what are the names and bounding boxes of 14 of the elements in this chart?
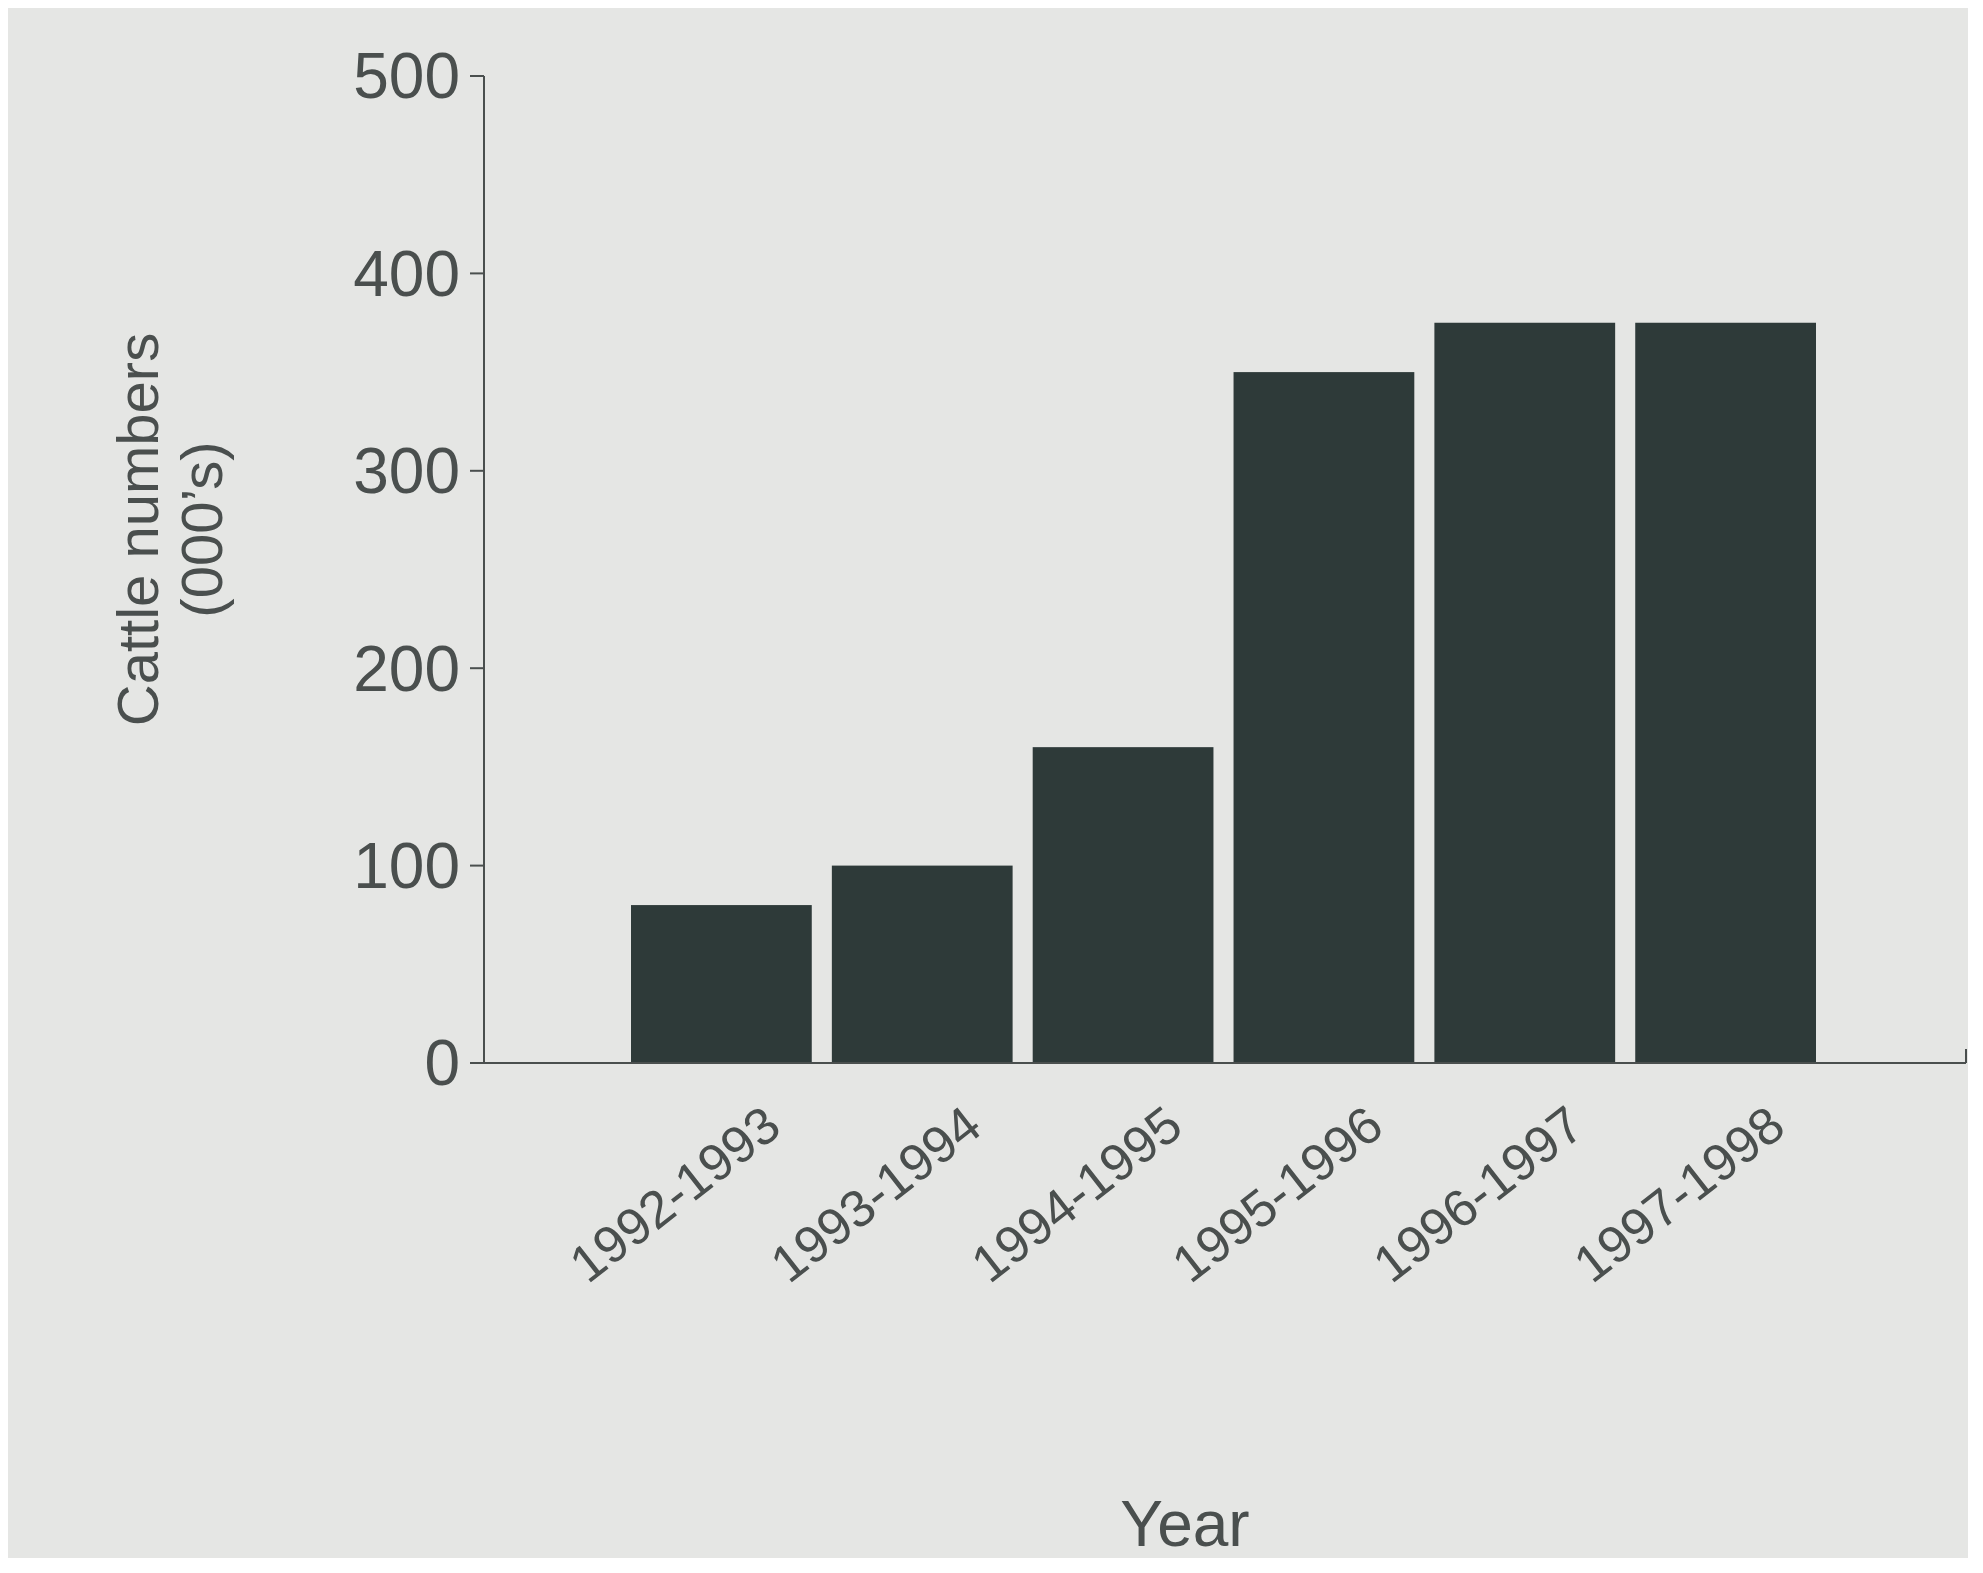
bar xyxy=(1233,372,1415,1063)
y-tick-label: 300 xyxy=(353,435,460,508)
bar xyxy=(1635,322,1816,1063)
bar xyxy=(831,865,1013,1063)
y-tick-label: 500 xyxy=(353,40,460,113)
x-axis-title: Year xyxy=(1120,1488,1250,1560)
bar xyxy=(631,905,812,1063)
y-axis-title: Cattle numbers (000’s) xyxy=(105,332,234,727)
y-tick-label: 100 xyxy=(353,830,460,902)
y-tick-label: 400 xyxy=(353,237,460,310)
y-tick-label: 200 xyxy=(353,632,460,705)
y-tick-label: 0 xyxy=(424,1027,460,1100)
bar xyxy=(1032,747,1214,1063)
bar xyxy=(1434,322,1616,1063)
